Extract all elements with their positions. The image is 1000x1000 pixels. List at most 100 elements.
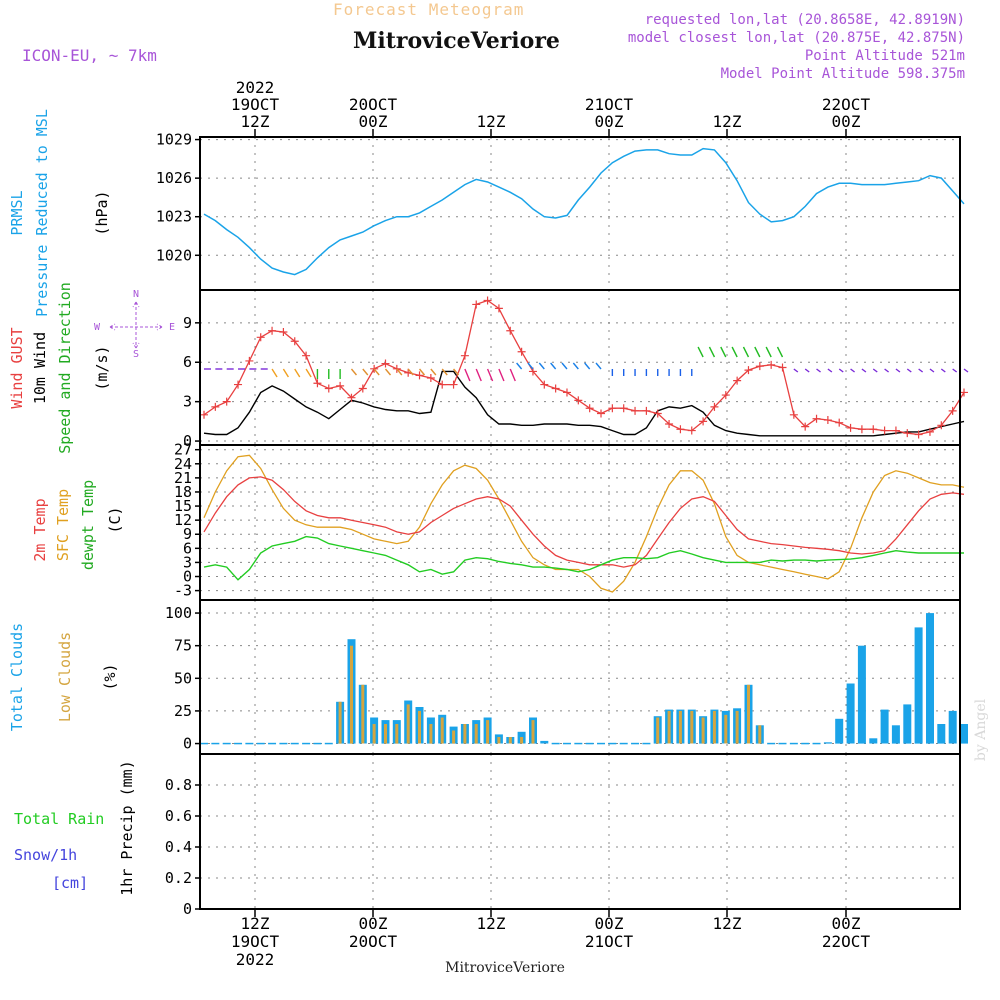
temp-2m-line xyxy=(203,476,965,568)
wind-gust-marker xyxy=(472,300,481,309)
wind-gust-marker xyxy=(857,425,866,434)
low-cloud-bar xyxy=(452,730,456,744)
top-time-label-date: 21OCT xyxy=(585,95,634,114)
wind-gust-marker xyxy=(585,404,594,413)
wind-gust-marker xyxy=(597,409,606,418)
wind-gust-marker xyxy=(381,359,390,368)
bottom-time-label-date: 19OCT xyxy=(231,932,280,951)
low-cloud-bar xyxy=(747,684,750,744)
wind-gust-marker xyxy=(540,380,549,389)
temp-tick-label: 18 xyxy=(174,483,192,501)
temp-label-dewpt: dewpt Temp xyxy=(79,480,97,570)
wind-direction-arrow xyxy=(305,368,312,378)
wind-direction-arrow xyxy=(282,368,289,378)
total-cloud-bar xyxy=(540,740,549,744)
wind-gust-marker xyxy=(891,426,900,435)
precip-tick-label: 0 xyxy=(183,900,192,918)
wind-gust-marker xyxy=(211,402,220,411)
pressure-tick-label: 1023 xyxy=(156,208,192,226)
wind-tick-label: 6 xyxy=(183,353,192,371)
pressure-tick-label: 1029 xyxy=(156,131,192,149)
wind-direction-arrow xyxy=(350,368,358,376)
top-time-label-hour: 00Z xyxy=(832,112,861,131)
bottom-time-label-date: 20OCT xyxy=(349,932,398,951)
wind-gust-marker xyxy=(506,326,515,335)
low-cloud-bar xyxy=(463,724,467,744)
low-cloud-bar xyxy=(372,724,376,744)
bottom-time-label-date: 22OCT xyxy=(822,932,871,951)
low-cloud-bar xyxy=(735,710,739,744)
wind-direction-arrow xyxy=(550,362,557,370)
wind-gust-marker xyxy=(438,380,447,389)
wind-gust-marker xyxy=(869,425,878,434)
low-cloud-bar xyxy=(486,720,490,744)
wind-tick-label: 3 xyxy=(183,393,192,411)
top-time-label-hour: 12Z xyxy=(713,112,742,131)
wind-gust-marker xyxy=(234,380,243,389)
panel-frame xyxy=(199,136,961,291)
low-cloud-bar xyxy=(338,701,342,744)
wind-direction-arrow xyxy=(538,362,545,370)
top-time-label-hour: 12Z xyxy=(241,112,270,131)
low-cloud-bar xyxy=(667,710,671,744)
wind-direction-arrow xyxy=(561,362,568,370)
wind-direction-arrow xyxy=(827,368,833,373)
wind-gust-marker xyxy=(256,333,265,342)
clouds-tick-label: 100 xyxy=(165,604,192,622)
wind-direction-arrow xyxy=(441,368,448,376)
top-time-label-hour: 00Z xyxy=(359,112,388,131)
temp-tick-label: 21 xyxy=(174,469,192,487)
panel-frame xyxy=(199,753,961,910)
clouds-tick-label: 0 xyxy=(183,735,192,753)
wind-gust-marker xyxy=(823,416,832,425)
wind-gust-marker xyxy=(914,430,923,439)
low-cloud-bar xyxy=(724,714,728,744)
precip-unit: 1hr Precip (mm) xyxy=(118,760,136,895)
clouds-unit: (%) xyxy=(101,663,119,690)
bottom-time-label-hour: 12Z xyxy=(241,914,270,933)
low-cloud-bar xyxy=(678,710,682,744)
low-cloud-bar xyxy=(429,724,433,744)
wind-gust-marker xyxy=(880,426,889,435)
low-cloud-bar xyxy=(520,737,524,744)
wind-label-dir: Speed and Direction xyxy=(56,282,74,454)
total-cloud-bar xyxy=(914,627,923,744)
wind-direction-arrow xyxy=(754,346,761,358)
wind-gust-marker xyxy=(370,364,379,373)
wind-direction-arrow xyxy=(963,368,969,373)
wind-label-10m: 10m Wind xyxy=(31,332,49,404)
bottom-time-label-hour: 00Z xyxy=(832,914,861,933)
wind-direction-arrow xyxy=(464,368,471,382)
compass-rose xyxy=(109,301,163,349)
wind-direction-arrow xyxy=(708,346,716,358)
wind-direction-arrow xyxy=(872,368,878,373)
wind-gust-marker xyxy=(517,347,526,356)
header-requested-coords: requested lon,lat (20.8658E, 42.8919N) xyxy=(645,12,965,28)
wind-direction-arrow xyxy=(407,368,414,376)
wind-direction-arrow xyxy=(516,362,523,370)
wind-gust-marker xyxy=(642,406,651,415)
wind-gust-marker xyxy=(324,384,333,393)
wind-direction-arrow xyxy=(850,368,855,373)
wind-direction-arrow xyxy=(453,368,460,376)
wind-gust-marker xyxy=(801,422,810,431)
wind-direction-arrow xyxy=(793,368,799,373)
wind-direction-arrow xyxy=(895,368,901,373)
wind-gust-marker xyxy=(744,366,753,375)
temp-label-sfc: SFC Temp xyxy=(54,489,72,561)
wind-gust-marker xyxy=(449,380,458,389)
wind-gust-marker xyxy=(619,404,628,413)
low-cloud-bar xyxy=(690,710,694,744)
top-time-label-hour: 00Z xyxy=(595,112,624,131)
bottom-time-label-hour: 12Z xyxy=(477,914,506,933)
wind-gust-marker xyxy=(222,397,231,406)
wind-direction-arrow xyxy=(776,346,784,358)
temp-tick-label: 15 xyxy=(174,497,192,515)
top-time-label-date: 19OCT xyxy=(231,95,280,114)
low-cloud-bar xyxy=(497,737,501,744)
top-time-label-date: 22OCT xyxy=(822,95,871,114)
wind-gust-marker xyxy=(460,351,469,360)
low-cloud-bar xyxy=(406,704,410,744)
wind-gust-marker xyxy=(608,404,617,413)
wind-direction-arrow xyxy=(595,362,602,370)
